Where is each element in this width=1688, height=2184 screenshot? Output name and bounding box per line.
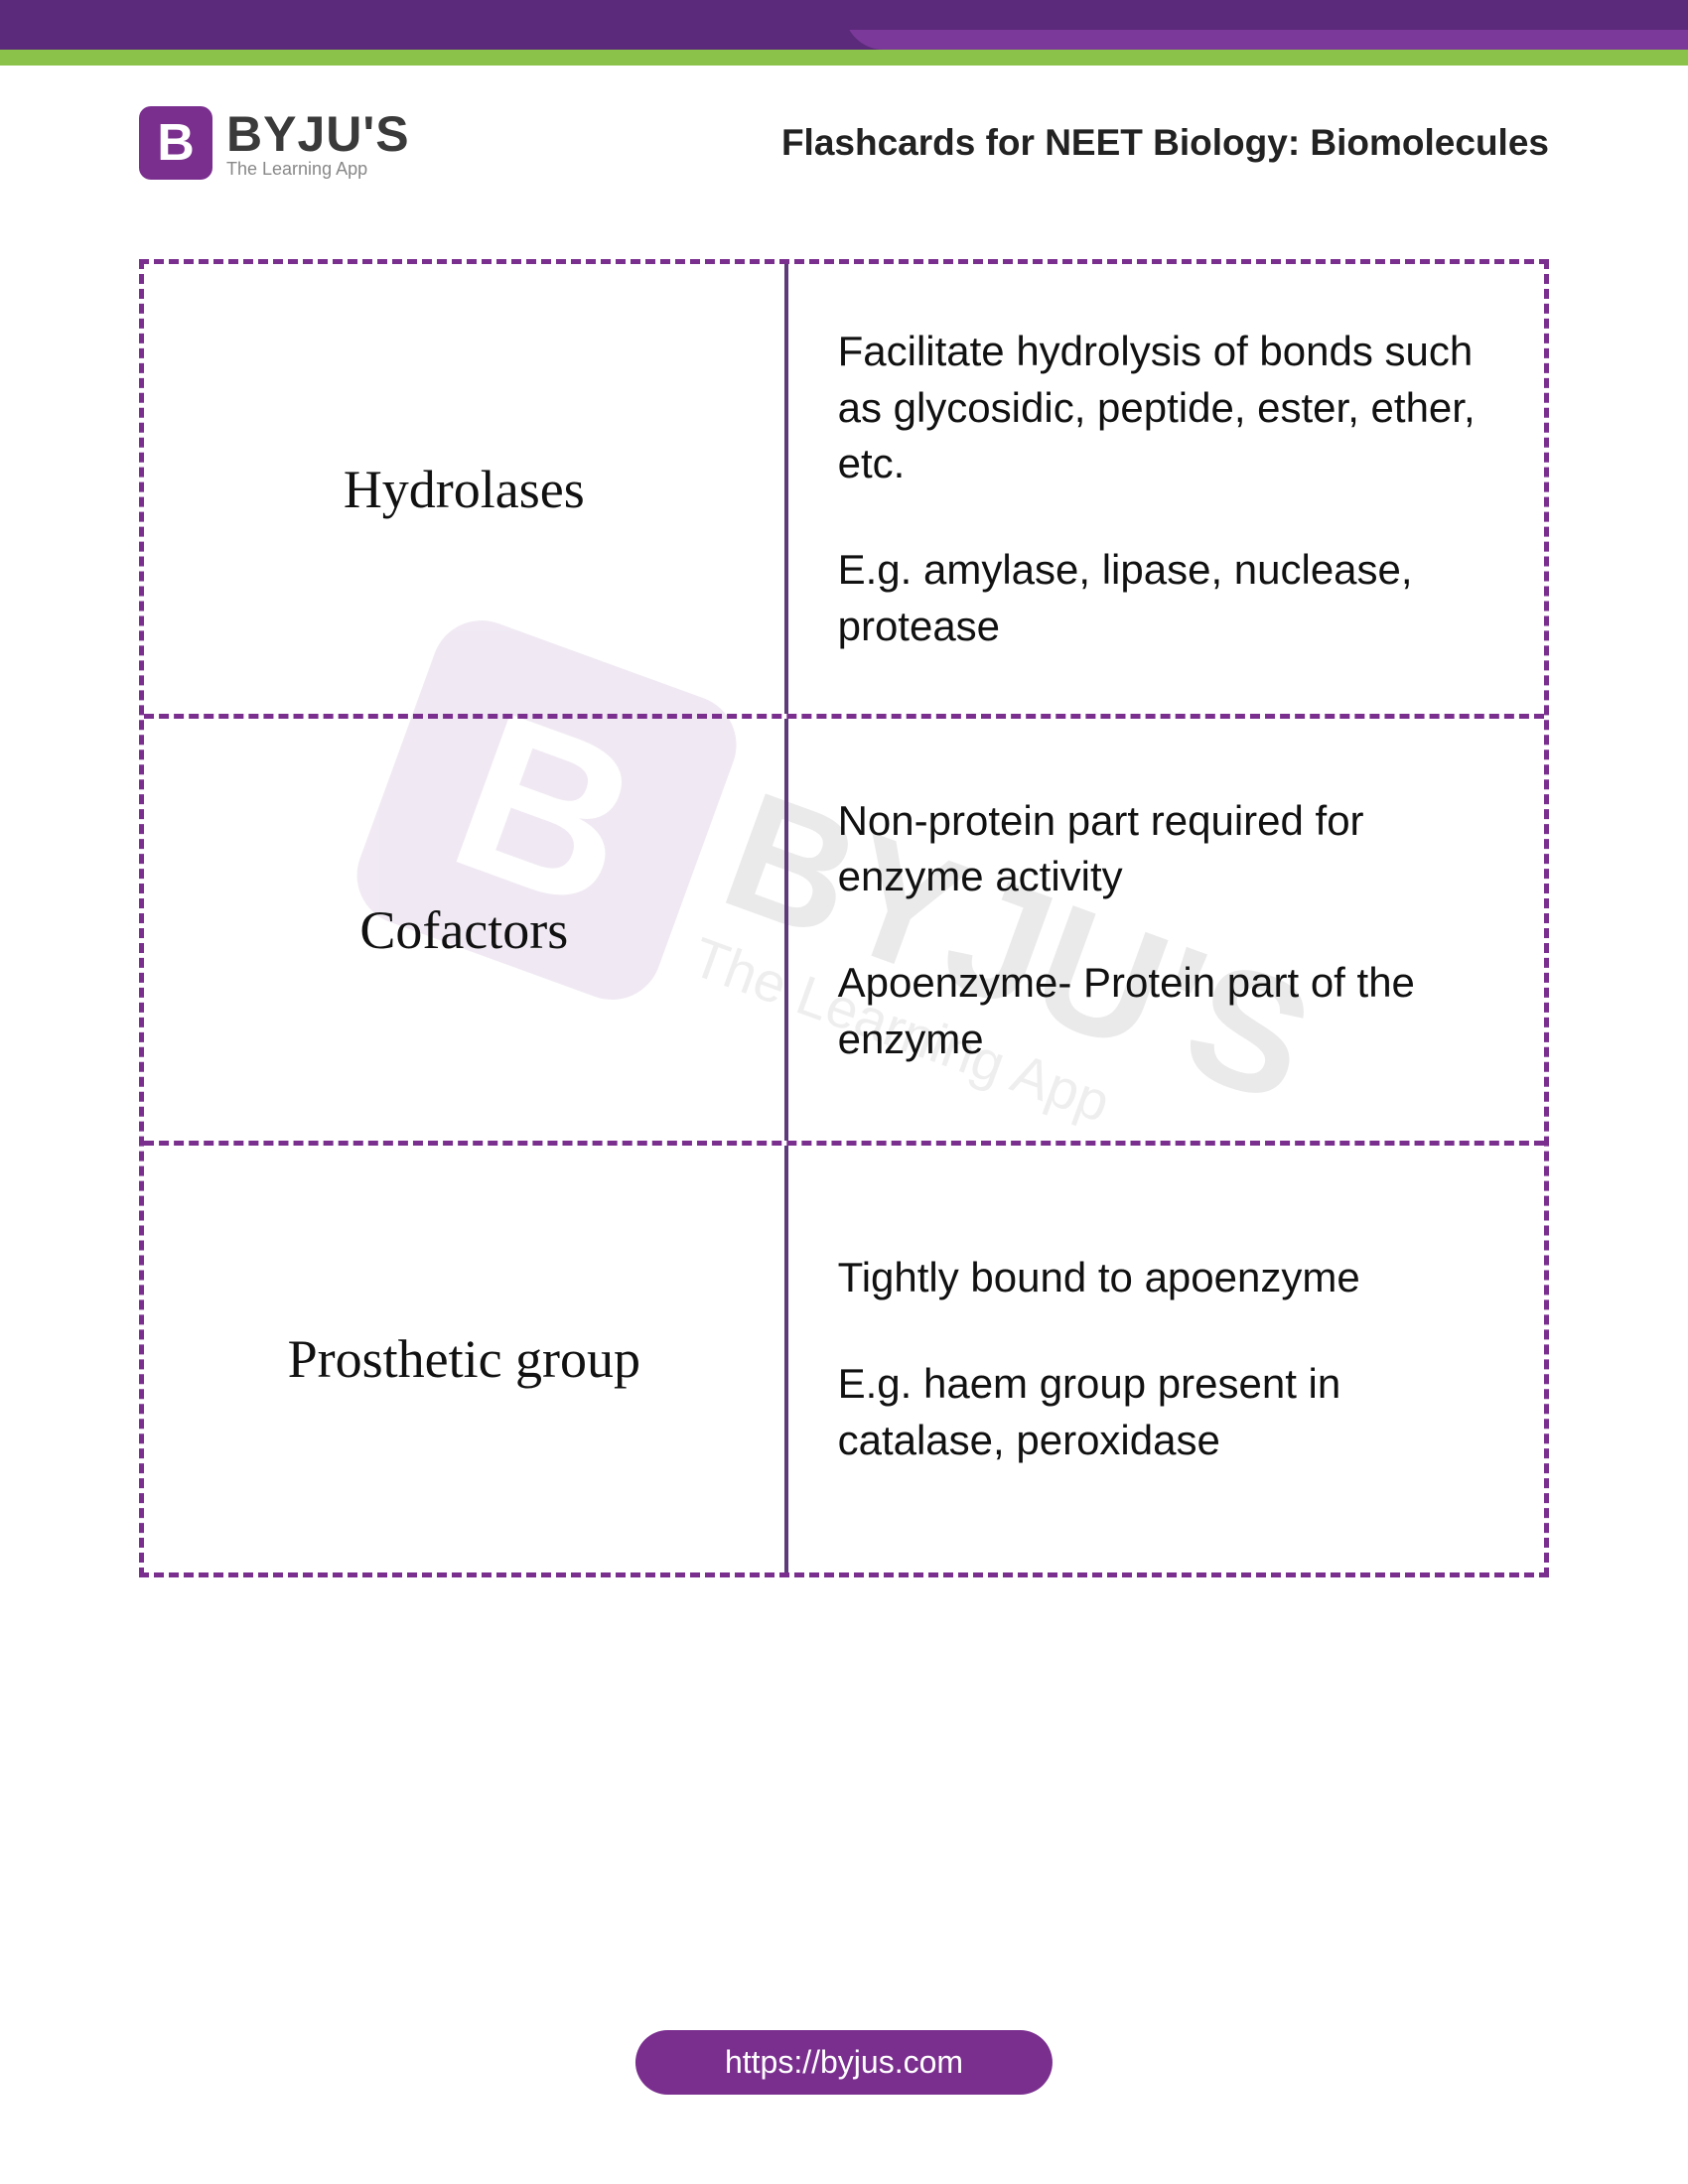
term-text: Cofactors xyxy=(359,899,568,961)
definition-text: Tightly bound to apoenzyme xyxy=(838,1250,1494,1306)
definition-text: Apoenzyme- Protein part of the enzyme xyxy=(838,955,1494,1067)
definition-cell: Tightly bound to apoenzyme E.g. haem gro… xyxy=(788,1146,1544,1572)
term-text: Hydrolases xyxy=(344,459,585,520)
page-title: Flashcards for NEET Biology: Biomolecule… xyxy=(781,122,1549,164)
flashcard-table: Hydrolases Facilitate hydrolysis of bond… xyxy=(139,259,1549,1577)
brand-logo: B BYJU'S The Learning App xyxy=(139,105,410,180)
logo-text: BYJU'S The Learning App xyxy=(226,105,410,180)
logo-badge-icon: B xyxy=(139,106,212,180)
table-row: Prosthetic group Tightly bound to apoenz… xyxy=(144,1146,1544,1572)
term-cell: Prosthetic group xyxy=(144,1146,788,1572)
definition-text: Facilitate hydrolysis of bonds such as g… xyxy=(838,324,1494,492)
definition-cell: Facilitate hydrolysis of bonds such as g… xyxy=(788,264,1544,714)
top-bar xyxy=(0,0,1688,50)
definition-cell: Non-protein part required for enzyme act… xyxy=(788,719,1544,1141)
term-cell: Cofactors xyxy=(144,719,788,1141)
accent-bar xyxy=(0,50,1688,66)
table-row: Cofactors Non-protein part required for … xyxy=(144,719,1544,1146)
footer: https://byjus.com xyxy=(635,2030,1053,2095)
definition-text: Non-protein part required for enzyme act… xyxy=(838,793,1494,905)
definition-text: E.g. haem group present in catalase, per… xyxy=(838,1356,1494,1468)
content-area: B BYJU'S The Learning App Hydrolases Fac… xyxy=(139,259,1549,1577)
header: B BYJU'S The Learning App Flashcards for… xyxy=(0,66,1688,180)
term-cell: Hydrolases xyxy=(144,264,788,714)
term-text: Prosthetic group xyxy=(288,1328,640,1390)
logo-letter: B xyxy=(157,113,195,173)
table-row: Hydrolases Facilitate hydrolysis of bond… xyxy=(144,264,1544,719)
footer-url[interactable]: https://byjus.com xyxy=(635,2030,1053,2095)
brand-name: BYJU'S xyxy=(226,105,410,163)
definition-text: E.g. amylase, lipase, nuclease, protease xyxy=(838,542,1494,654)
